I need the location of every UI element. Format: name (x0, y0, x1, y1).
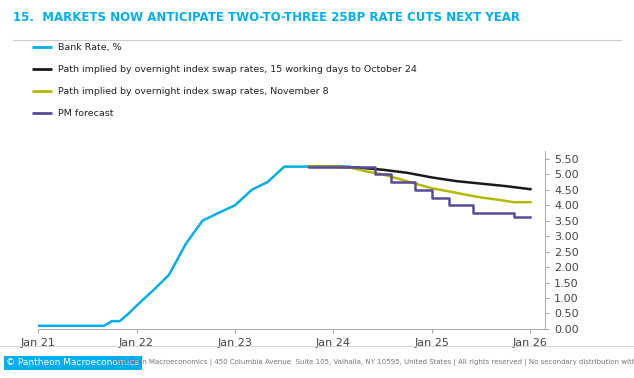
Text: Pantheon Macroeconomics | 450 Columbia Avenue  Suite 105, Valhalla, NY 10595, Un: Pantheon Macroeconomics | 450 Columbia A… (114, 359, 634, 366)
Text: 15.  MARKETS NOW ANTICIPATE TWO-TO-THREE 25BP RATE CUTS NEXT YEAR: 15. MARKETS NOW ANTICIPATE TWO-TO-THREE … (13, 11, 520, 24)
Text: Path implied by overnight index swap rates, November 8: Path implied by overnight index swap rat… (58, 87, 329, 96)
Text: © Pantheon Macroeconomics: © Pantheon Macroeconomics (6, 358, 139, 367)
Text: Path implied by overnight index swap rates, 15 working days to October 24: Path implied by overnight index swap rat… (58, 65, 417, 74)
Text: Bank Rate, %: Bank Rate, % (58, 43, 122, 52)
Text: PM forecast: PM forecast (58, 108, 114, 118)
